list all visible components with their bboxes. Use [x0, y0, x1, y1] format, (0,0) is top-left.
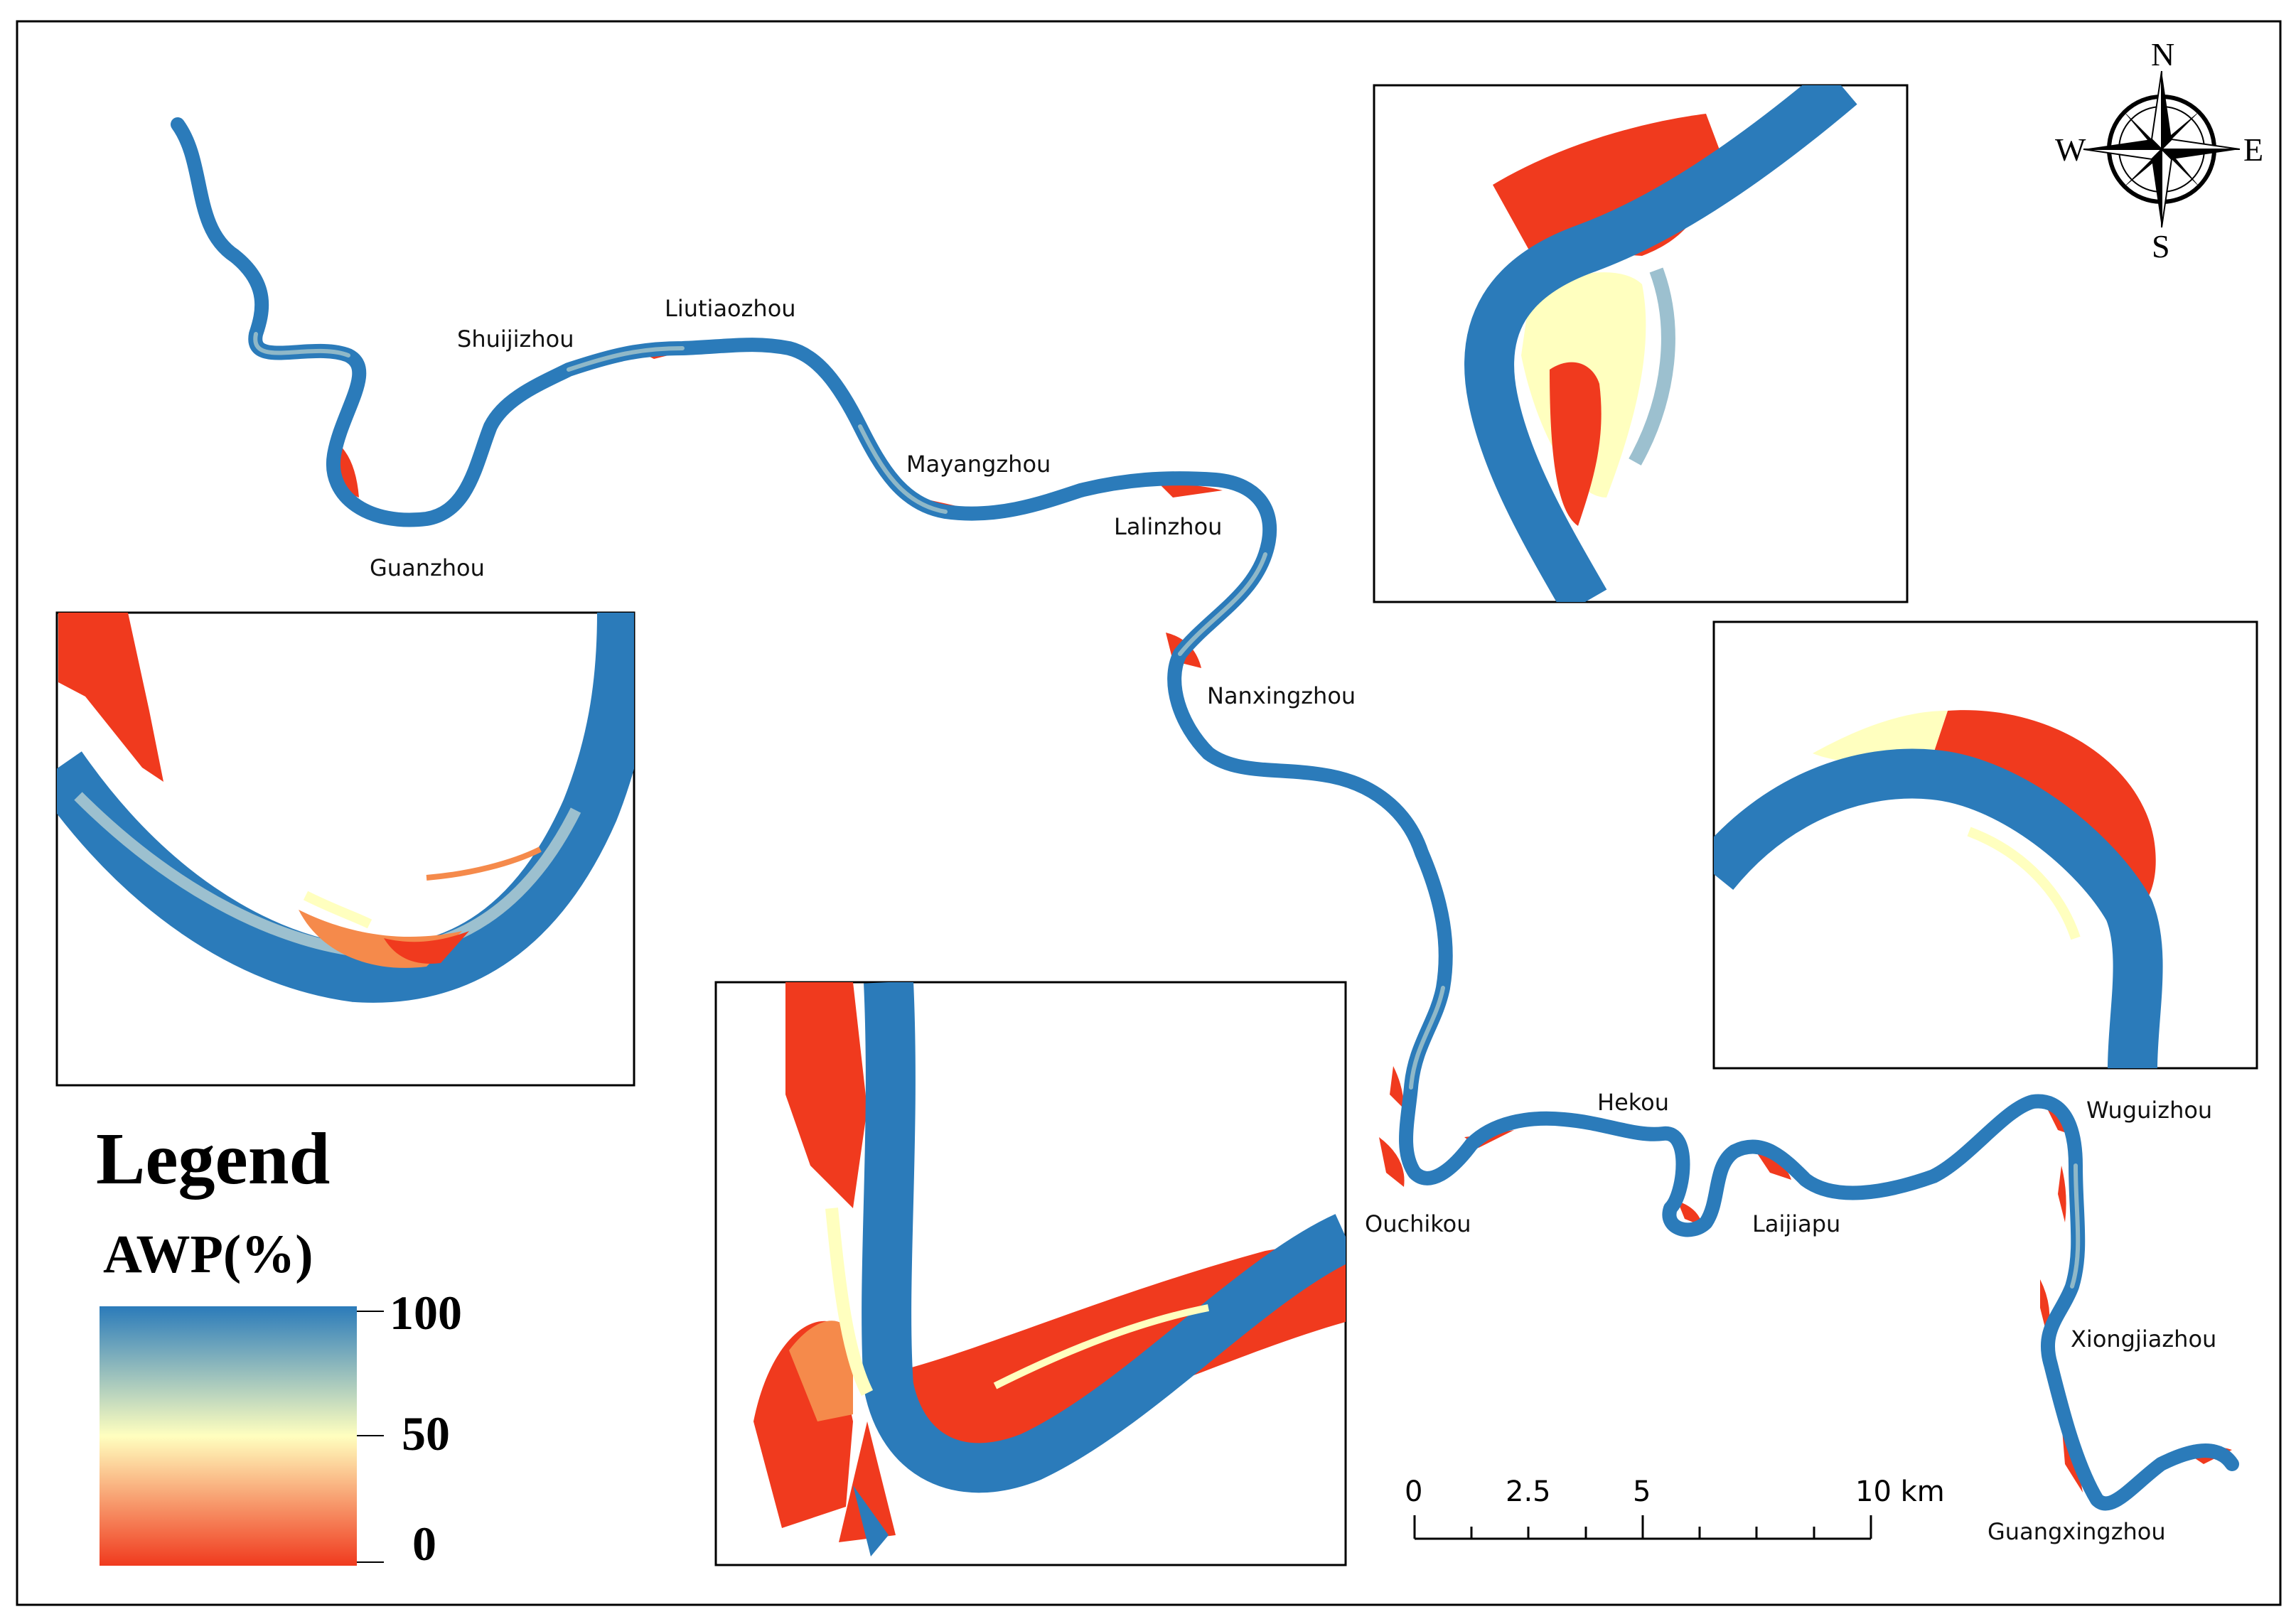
legend-title: Legend	[96, 1118, 330, 1200]
legend-tick-0: 0	[412, 1517, 436, 1571]
place-label-xiongjiazhou: Xiongjiazhou	[2071, 1325, 2216, 1353]
compass-north: N	[2151, 36, 2174, 72]
river-channel	[171, 117, 2239, 1511]
scale-label-0: 0	[1405, 1475, 1422, 1508]
legend-color-ramp	[100, 1306, 357, 1566]
compass-south: S	[2152, 228, 2170, 264]
inset-guanzhou	[55, 611, 635, 1087]
scale-bar: 0 2.5 5 10 km	[1405, 1475, 1945, 1540]
scale-label-5: 5	[1633, 1475, 1651, 1508]
place-label-liutiaozhou: Liutiaozhou	[665, 295, 796, 322]
legend-tick-50: 50	[402, 1407, 450, 1461]
place-label-nanxingzhou: Nanxingzhou	[1207, 682, 1356, 709]
compass-rose: N S E W	[2055, 36, 2263, 264]
compass-east: E	[2243, 131, 2263, 168]
place-label-lalinzhou: Lalinzhou	[1114, 513, 1222, 540]
scale-label-10km: 10 km	[1855, 1475, 1945, 1508]
place-label-hekou: Hekou	[1597, 1089, 1669, 1116]
legend-variable: AWP(%)	[103, 1225, 313, 1284]
map-frame	[16, 20, 2282, 1606]
inset-nanxingzhou	[1373, 84, 1909, 603]
compass-west: W	[2055, 131, 2086, 168]
place-label-guanzhou: Guanzhou	[370, 554, 485, 581]
place-label-guangxingzhou: Guangxingzhou	[1987, 1518, 2166, 1545]
scale-label-2-5: 2.5	[1506, 1475, 1551, 1508]
place-label-shuijizhou: Shuijizhou	[457, 326, 574, 353]
place-label-wuguizhou: Wuguizhou	[2086, 1097, 2212, 1124]
legend: Legend AWP(%) 100 50 0	[96, 1118, 462, 1571]
inset-ouchikou	[714, 981, 1347, 1566]
place-label-ouchikou: Ouchikou	[1365, 1210, 1471, 1237]
river-channel-highlight	[253, 332, 2081, 1289]
place-label-laijiapu: Laijiapu	[1752, 1210, 1840, 1237]
place-label-mayangzhou: Mayangzhou	[906, 451, 1051, 478]
legend-tick-100: 100	[390, 1286, 462, 1340]
inset-wuguizhou	[1712, 620, 2258, 1070]
